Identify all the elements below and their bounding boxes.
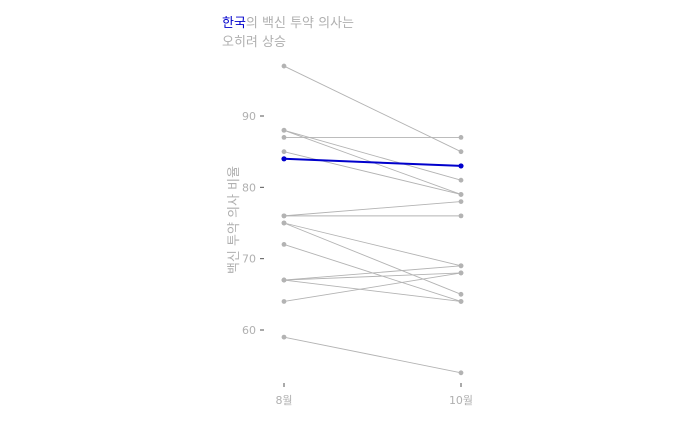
series-point-2-0 xyxy=(281,127,287,133)
series-point-7-1 xyxy=(458,199,464,205)
y-tick-label-0: 60 xyxy=(242,324,256,337)
series-line-7 xyxy=(283,201,462,217)
chart-title-line-1: 한국의 백신 투약 의사는 xyxy=(222,12,354,31)
series-line-1 xyxy=(283,129,462,181)
series-point-7-0 xyxy=(281,213,287,219)
series-point-1-1 xyxy=(458,177,464,183)
series-line-13 xyxy=(283,279,462,302)
series-point-3-1 xyxy=(458,135,464,140)
series-point-0-1 xyxy=(458,149,464,155)
series-line-4 xyxy=(283,151,462,195)
gray-series-group xyxy=(281,63,464,376)
series-line-9 xyxy=(283,222,462,295)
series-line-15 xyxy=(283,336,462,374)
x-tick-label-0: 8월 xyxy=(275,394,292,407)
series-point-0-0 xyxy=(281,63,287,69)
series-point-10-0 xyxy=(281,242,287,247)
y-axis: 60 70 80 90 xyxy=(242,110,264,337)
x-axis: 8월 10월 xyxy=(275,383,473,407)
series-line-8 xyxy=(283,222,462,267)
series-point-5-1 xyxy=(458,163,464,169)
series-point-14-0 xyxy=(281,299,287,304)
y-tick-label-3: 90 xyxy=(242,110,256,123)
x-tick-label-1: 10월 xyxy=(449,394,473,407)
y-axis-label: 백신 투약 의사 비율 xyxy=(227,166,242,274)
title-highlight: 한국 xyxy=(222,16,246,31)
series-point-15-0 xyxy=(281,334,287,340)
title-rest: 의 백신 투약 의사는 xyxy=(245,16,354,31)
series-point-3-0 xyxy=(281,135,287,140)
series-point-12-1 xyxy=(458,263,464,269)
series-line-12 xyxy=(283,265,462,281)
series-point-14-1 xyxy=(458,270,464,276)
series-line-11 xyxy=(283,272,462,281)
y-tick-label-2: 80 xyxy=(242,181,256,194)
series-point-9-0 xyxy=(281,220,287,226)
series-point-4-1 xyxy=(458,192,464,197)
series-line-0 xyxy=(283,65,462,153)
chart-title-line-2: 오히려 상승 xyxy=(222,35,286,50)
series-point-13-1 xyxy=(458,299,464,304)
y-tick-label-1: 70 xyxy=(242,253,256,266)
series-point-5-0 xyxy=(281,156,287,162)
series-point-13-0 xyxy=(281,277,287,283)
series-point-9-1 xyxy=(458,291,464,297)
series-point-4-0 xyxy=(281,149,287,155)
series-point-15-1 xyxy=(458,370,464,376)
series-line-5 xyxy=(283,157,462,167)
series-line-14 xyxy=(283,272,462,302)
series-point-6-1 xyxy=(458,213,464,219)
highlight-series-group xyxy=(281,156,464,169)
